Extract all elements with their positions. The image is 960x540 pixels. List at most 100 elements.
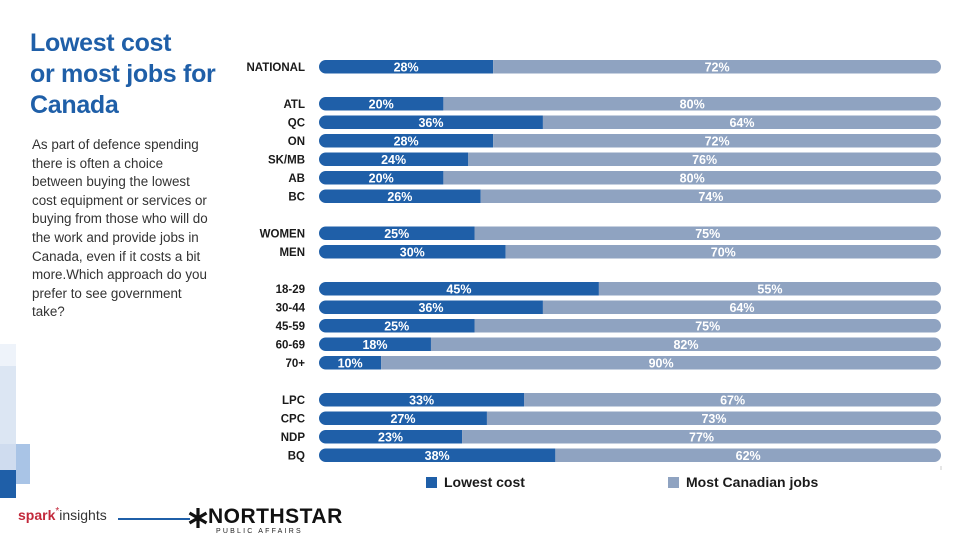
data-label-lowest-cost: 25% — [384, 227, 409, 241]
spark-insights-logo: spark*insights — [18, 506, 107, 523]
category-label: BC — [288, 192, 305, 204]
bar-lowest-cost — [319, 226, 475, 240]
bar-most-canadian-jobs — [493, 60, 941, 74]
bar-lowest-cost — [319, 115, 543, 129]
bar-most-canadian-jobs — [542, 115, 941, 129]
category-label: CPC — [281, 414, 305, 426]
bar-most-canadian-jobs — [555, 448, 941, 462]
bar-row — [319, 60, 941, 74]
bar-row — [319, 226, 941, 240]
bar-lowest-cost — [319, 430, 463, 444]
data-label-lowest-cost: 24% — [381, 153, 406, 167]
category-label: NATIONAL — [246, 62, 305, 74]
bar-row — [319, 411, 941, 425]
bar-row — [319, 189, 941, 203]
bar-most-canadian-jobs — [486, 411, 941, 425]
legend-item-lowest: Lowest cost — [426, 474, 525, 490]
data-label-lowest-cost: 26% — [387, 190, 412, 204]
data-label-most-canadian-jobs: 90% — [649, 357, 674, 371]
data-label-most-canadian-jobs: 72% — [705, 135, 730, 149]
category-label: 70+ — [285, 358, 305, 370]
data-label-lowest-cost: 38% — [425, 449, 450, 463]
bar-most-canadian-jobs — [505, 245, 941, 259]
bar-lowest-cost — [319, 448, 556, 462]
title-line-1: Lowest cost — [30, 29, 172, 57]
category-label: 45-59 — [276, 321, 305, 333]
data-label-most-canadian-jobs: 70% — [711, 246, 736, 260]
northstar-star-icon — [188, 508, 208, 528]
bar-most-canadian-jobs — [542, 300, 941, 314]
data-label-most-canadian-jobs: 80% — [680, 172, 705, 186]
data-label-most-canadian-jobs: 75% — [695, 320, 720, 334]
data-label-lowest-cost: 18% — [362, 338, 387, 352]
bar-most-canadian-jobs — [480, 189, 941, 203]
data-label-lowest-cost: 28% — [394, 61, 419, 75]
bar-row — [319, 430, 941, 444]
data-label-most-canadian-jobs: 62% — [736, 449, 761, 463]
data-label-lowest-cost: 30% — [400, 246, 425, 260]
category-label: WOMEN — [260, 229, 305, 241]
bar-row — [319, 282, 941, 296]
data-label-lowest-cost: 20% — [369, 172, 394, 186]
footer-divider — [118, 518, 190, 520]
category-label: 30-44 — [276, 303, 306, 315]
data-label-most-canadian-jobs: 77% — [689, 431, 714, 445]
category-label: LPC — [282, 395, 305, 407]
survey-question: As part of defence spending there is oft… — [32, 137, 208, 320]
bar-lowest-cost — [319, 337, 431, 351]
data-label-most-canadian-jobs: 75% — [695, 227, 720, 241]
category-label: 60-69 — [276, 340, 305, 352]
bar-most-canadian-jobs — [443, 97, 941, 111]
data-label-most-canadian-jobs: 55% — [757, 283, 782, 297]
category-label: ATL — [283, 99, 305, 111]
spark-logo-part2: insights — [59, 507, 107, 523]
bar-lowest-cost — [319, 134, 494, 148]
bar-lowest-cost — [319, 245, 506, 259]
bar-row — [319, 393, 941, 407]
bar-lowest-cost — [319, 152, 469, 166]
data-label-lowest-cost: 36% — [418, 301, 443, 315]
chart-legend: Lowest cost Most Canadian jobs — [426, 474, 946, 492]
category-label: AB — [288, 173, 305, 185]
bar-row — [319, 337, 941, 351]
bar-most-canadian-jobs — [598, 282, 941, 296]
bar-lowest-cost — [319, 60, 494, 74]
legend-item-jobs: Most Canadian jobs — [668, 474, 818, 490]
bar-lowest-cost — [319, 282, 599, 296]
data-label-lowest-cost: 36% — [418, 116, 443, 130]
bar-row — [319, 115, 941, 129]
northstar-subtitle: PUBLIC AFFAIRS — [216, 528, 303, 535]
data-label-lowest-cost: 10% — [338, 357, 363, 371]
legend-label-lowest: Lowest cost — [444, 474, 525, 490]
spark-star-icon: * — [55, 506, 60, 517]
data-label-lowest-cost: 23% — [378, 431, 403, 445]
bar-lowest-cost — [319, 171, 444, 185]
data-label-most-canadian-jobs: 64% — [729, 301, 754, 315]
spark-logo-part1: spark — [18, 507, 56, 523]
bar-row — [319, 245, 941, 259]
bar-row — [319, 300, 941, 314]
bar-most-canadian-jobs — [474, 319, 941, 333]
decor-square — [0, 366, 16, 444]
legend-label-jobs: Most Canadian jobs — [686, 474, 819, 490]
data-label-most-canadian-jobs: 67% — [720, 394, 745, 408]
data-label-lowest-cost: 25% — [384, 320, 409, 334]
bar-most-canadian-jobs — [468, 152, 941, 166]
data-label-lowest-cost: 33% — [409, 394, 434, 408]
bar-row — [319, 97, 941, 111]
decor-square — [0, 344, 16, 366]
decor-square — [0, 444, 16, 470]
bar-most-canadian-jobs — [430, 337, 941, 351]
bar-row — [319, 152, 941, 166]
bar-lowest-cost — [319, 300, 543, 314]
bar-most-canadian-jobs — [462, 430, 941, 444]
decor-square — [0, 470, 16, 498]
category-label: BQ — [288, 451, 305, 463]
data-label-lowest-cost: 28% — [394, 135, 419, 149]
bar-row — [319, 134, 941, 148]
bar-row — [319, 356, 941, 370]
bar-lowest-cost — [319, 189, 481, 203]
data-label-most-canadian-jobs: 72% — [705, 61, 730, 75]
northstar-logo: NORTHSTAR PUBLIC AFFAIRS — [188, 505, 348, 539]
bar-lowest-cost — [319, 356, 382, 370]
